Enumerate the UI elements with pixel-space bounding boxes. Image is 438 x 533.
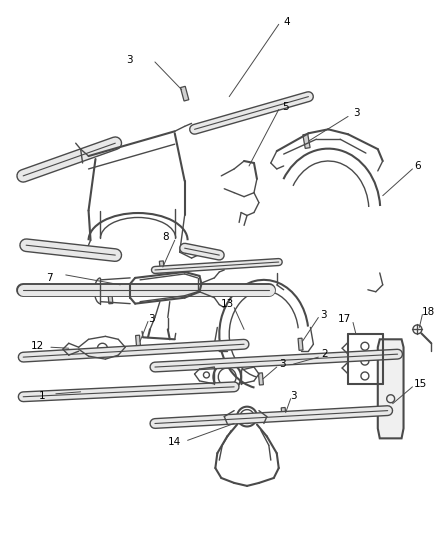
Text: 3: 3 [127, 55, 133, 65]
Text: 18: 18 [421, 306, 434, 317]
Text: 5: 5 [282, 101, 288, 111]
Text: 4: 4 [284, 18, 290, 27]
Text: 3: 3 [279, 359, 286, 369]
Text: 15: 15 [413, 379, 427, 389]
Text: 7: 7 [46, 273, 53, 283]
Text: 14: 14 [168, 437, 181, 447]
Text: 3: 3 [148, 314, 155, 325]
Text: 8: 8 [162, 232, 169, 243]
Polygon shape [108, 292, 113, 304]
Polygon shape [180, 86, 189, 101]
Text: 3: 3 [353, 108, 360, 118]
Polygon shape [303, 134, 310, 149]
Text: 6: 6 [414, 161, 421, 171]
Polygon shape [281, 408, 286, 419]
Polygon shape [136, 335, 141, 348]
Text: 13: 13 [221, 298, 234, 309]
Text: 3: 3 [320, 310, 327, 320]
Text: 2: 2 [321, 349, 328, 359]
Text: 12: 12 [31, 341, 44, 351]
Polygon shape [298, 338, 303, 350]
Polygon shape [159, 261, 164, 273]
Text: 17: 17 [338, 314, 351, 325]
Polygon shape [258, 373, 263, 385]
Text: 1: 1 [39, 391, 46, 401]
Text: 3: 3 [291, 391, 297, 401]
Polygon shape [378, 340, 403, 438]
